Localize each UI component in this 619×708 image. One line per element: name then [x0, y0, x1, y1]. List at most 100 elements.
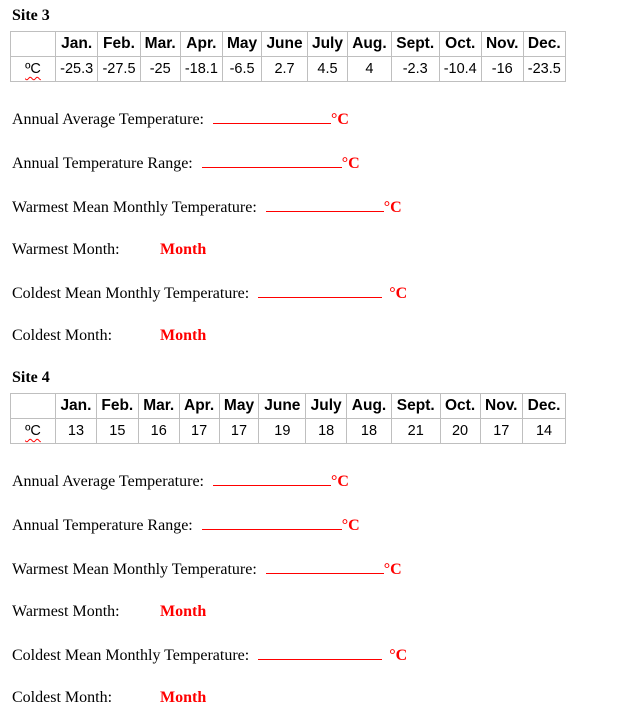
- table-value-row: ºC 13 15 16 17 17 19 18 18 21 20 17 14: [10, 418, 566, 444]
- temp-value-nov: 17: [479, 418, 524, 444]
- temp-value-mar: 16: [137, 418, 180, 444]
- month-header-apr: Apr.: [179, 31, 224, 57]
- temp-value-june: 19: [258, 418, 307, 444]
- month-header-dec: Dec.: [522, 393, 566, 419]
- temp-value-aug: 4: [346, 56, 392, 82]
- question-label-coldest-month: Coldest Month:: [12, 689, 113, 706]
- month-header-oct: Oct.: [438, 31, 482, 57]
- temp-value-june: 2.7: [261, 56, 308, 82]
- unit-label: °C: [341, 155, 360, 172]
- table-header-row: Jan. Feb. Mar. Apr. May June July Aug. S…: [10, 393, 566, 419]
- month-placeholder-warmest[interactable]: Month: [160, 603, 207, 620]
- unit-row-label: ºC: [10, 418, 56, 444]
- month-header-sept: Sept.: [390, 31, 440, 57]
- month-header-jan: Jan.: [54, 31, 99, 57]
- answer-blank-annual-range[interactable]: [201, 152, 342, 168]
- site-3-title: Site 3: [12, 7, 50, 24]
- temp-value-feb: -27.5: [97, 56, 141, 82]
- month-header-may: May: [218, 393, 260, 419]
- month-header-nov: Nov.: [479, 393, 524, 419]
- unit-label: °C: [383, 199, 402, 216]
- question-label-warmest-month: Warmest Month:: [12, 241, 120, 258]
- month-header-july: July: [306, 31, 348, 57]
- question-coldest-mean: Coldest Mean Monthly Temperature: °C: [12, 644, 619, 666]
- temp-value-sept: 21: [390, 418, 441, 444]
- month-header-apr: Apr.: [178, 393, 220, 419]
- question-warmest-mean: Warmest Mean Monthly Temperature: °C: [12, 196, 619, 218]
- temp-value-jan: -25.3: [54, 56, 99, 82]
- site-4-section: Site 4 Jan. Feb. Mar. Apr. May June July…: [10, 368, 619, 708]
- question-label-warmest-month: Warmest Month:: [12, 603, 120, 620]
- question-label-coldest-mean: Coldest Mean Monthly Temperature:: [12, 285, 250, 302]
- question-warmest-month: Warmest Month: Month: [12, 602, 619, 622]
- site-4-title: Site 4: [12, 369, 50, 386]
- temp-value-may: -6.5: [222, 56, 263, 82]
- question-annual-average: Annual Average Temperature: °C: [12, 470, 619, 492]
- answer-blank-annual-average[interactable]: [212, 108, 331, 124]
- answer-blank-coldest-mean[interactable]: [258, 282, 383, 298]
- answer-blank-warmest-mean[interactable]: [265, 558, 384, 574]
- unit-label: °C: [383, 561, 402, 578]
- unit-row-label: ºC: [10, 56, 56, 82]
- temp-value-sept: -2.3: [390, 56, 440, 82]
- question-warmest-mean: Warmest Mean Monthly Temperature: °C: [12, 558, 619, 580]
- question-coldest-month: Coldest Month: Month: [12, 326, 619, 346]
- question-warmest-month: Warmest Month: Month: [12, 240, 619, 260]
- month-placeholder-warmest[interactable]: Month: [160, 241, 207, 258]
- month-header-july: July: [305, 393, 348, 419]
- question-label-annual-average: Annual Average Temperature:: [12, 111, 204, 128]
- temp-value-dec: -23.5: [522, 56, 567, 82]
- celsius-label: ºC: [25, 61, 41, 77]
- site-3-temperature-table: Jan. Feb. Mar. Apr. May June July Aug. S…: [10, 31, 567, 82]
- month-header-nov: Nov.: [480, 31, 524, 57]
- month-header-oct: Oct.: [439, 393, 481, 419]
- site-4-temperature-table: Jan. Feb. Mar. Apr. May June July Aug. S…: [10, 393, 566, 444]
- question-label-annual-range: Annual Temperature Range:: [12, 155, 193, 172]
- month-header-feb: Feb.: [95, 393, 139, 419]
- temp-value-oct: 20: [439, 418, 481, 444]
- question-label-annual-range: Annual Temperature Range:: [12, 517, 193, 534]
- unit-label: °C: [341, 517, 360, 534]
- answer-blank-warmest-mean[interactable]: [265, 196, 384, 212]
- question-label-warmest-mean: Warmest Mean Monthly Temperature:: [12, 199, 257, 216]
- question-label-annual-average: Annual Average Temperature:: [12, 473, 204, 490]
- month-header-june: June: [261, 31, 308, 57]
- answer-blank-annual-range[interactable]: [201, 514, 342, 530]
- answer-blank-coldest-mean[interactable]: [258, 644, 383, 660]
- month-header-feb: Feb.: [97, 31, 141, 57]
- temp-value-may: 17: [218, 418, 260, 444]
- temp-value-oct: -10.4: [438, 56, 482, 82]
- month-header-mar: Mar.: [137, 393, 180, 419]
- temp-value-mar: -25: [139, 56, 181, 82]
- month-header-june: June: [258, 393, 307, 419]
- unit-label: °C: [330, 111, 349, 128]
- question-label-coldest-mean: Coldest Mean Monthly Temperature:: [12, 647, 250, 664]
- month-header-dec: Dec.: [522, 31, 567, 57]
- table-header-row: Jan. Feb. Mar. Apr. May June July Aug. S…: [10, 31, 567, 57]
- month-header-sept: Sept.: [390, 393, 441, 419]
- table-value-row: ºC -25.3 -27.5 -25 -18.1 -6.5 2.7 4.5 4 …: [10, 56, 567, 82]
- question-label-coldest-month: Coldest Month:: [12, 327, 113, 344]
- month-header-aug: Aug.: [346, 393, 392, 419]
- question-annual-range: Annual Temperature Range: °C: [12, 152, 619, 174]
- corner-cell: [10, 31, 56, 57]
- answer-blank-annual-average[interactable]: [212, 470, 331, 486]
- question-coldest-month: Coldest Month: Month: [12, 688, 619, 708]
- month-placeholder-coldest[interactable]: Month: [160, 327, 207, 344]
- temp-value-feb: 15: [95, 418, 139, 444]
- question-coldest-mean: Coldest Mean Monthly Temperature: °C: [12, 282, 619, 304]
- temp-value-nov: -16: [480, 56, 524, 82]
- temp-value-apr: 17: [178, 418, 220, 444]
- temp-value-july: 4.5: [306, 56, 348, 82]
- temp-value-dec: 14: [522, 418, 566, 444]
- question-label-warmest-mean: Warmest Mean Monthly Temperature:: [12, 561, 257, 578]
- temp-value-jan: 13: [55, 418, 97, 444]
- corner-cell: [10, 393, 56, 419]
- month-header-aug: Aug.: [346, 31, 392, 57]
- month-header-mar: Mar.: [139, 31, 181, 57]
- unit-label: °C: [389, 647, 408, 664]
- unit-label: °C: [330, 473, 349, 490]
- site-3-section: Site 3 Jan. Feb. Mar. Apr. May June July…: [10, 6, 619, 346]
- question-annual-average: Annual Average Temperature: °C: [12, 108, 619, 130]
